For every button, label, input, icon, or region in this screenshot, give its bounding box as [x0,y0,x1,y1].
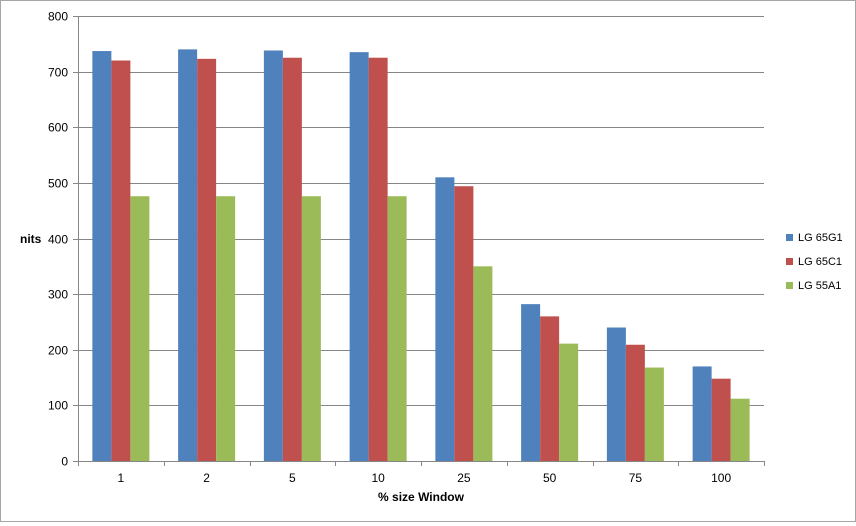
bar-lg-65g1-75 [606,327,626,461]
legend-label: LG 65C1 [798,256,842,268]
legend-label: LG 65G1 [798,232,843,244]
legend-label: LG 55A1 [798,280,841,292]
x-tick-labels: 1 2 5 10 25 50 75 100 [118,471,732,485]
bar-lg-65g1-2 [178,49,198,461]
bar-lg-65c1-2 [197,58,217,462]
bar-lg-65g1-5 [263,50,283,462]
y-tick-label: 0 [61,455,68,469]
y-tick-label: 100 [48,399,68,413]
bar-lg-55a1-2 [216,196,236,461]
y-tick-label: 700 [48,66,68,80]
axes [78,16,765,466]
bar-lg-65g1-100 [692,366,712,461]
x-tick-label: 10 [371,471,385,485]
bar-lg-65c1-5 [282,57,302,461]
x-tick-label: 25 [457,471,471,485]
bar-lg-55a1-25 [473,266,493,461]
bar-lg-65c1-25 [454,186,474,461]
legend-swatch [786,258,793,265]
bar-lg-65g1-50 [521,304,541,461]
bar-lg-55a1-100 [730,398,750,461]
bar-lg-65g1-10 [349,52,369,461]
bar-lg-65c1-1 [111,60,131,461]
bar-lg-55a1-5 [301,196,321,461]
x-axis-title: % size Window [378,490,465,504]
x-tick-label: 50 [543,471,557,485]
legend: LG 65G1 LG 65C1 LG 55A1 [786,232,843,292]
bar-lg-55a1-10 [387,196,407,461]
bar-lg-65g1-1 [92,51,112,461]
bar-lg-65c1-75 [625,344,645,461]
y-tick-label: 400 [48,233,68,247]
bar-lg-65c1-100 [711,378,731,461]
bar-lg-65c1-10 [368,57,388,461]
legend-swatch [786,282,793,289]
y-tick-label: 300 [48,288,68,302]
x-tick-label: 100 [711,471,731,485]
x-tick-label: 1 [118,471,125,485]
y-tick-label: 600 [48,121,68,135]
x-tick-label: 2 [203,471,210,485]
x-tick-label: 75 [629,471,643,485]
y-tick-label: 500 [48,177,68,191]
x-tick-label: 5 [289,471,296,485]
bar-lg-55a1-1 [130,196,150,461]
y-tick-label: 800 [48,10,68,24]
y-tick-labels: 0 100 200 300 400 500 600 700 800 [48,10,68,469]
y-axis-title: nits [20,232,42,246]
bar-lg-55a1-50 [559,343,579,461]
bar-lg-65c1-50 [540,316,560,461]
bar-lg-55a1-75 [644,367,664,461]
bar-lg-65g1-25 [435,177,455,461]
legend-swatch [786,234,793,241]
y-tick-label: 200 [48,344,68,358]
bars [92,49,750,462]
